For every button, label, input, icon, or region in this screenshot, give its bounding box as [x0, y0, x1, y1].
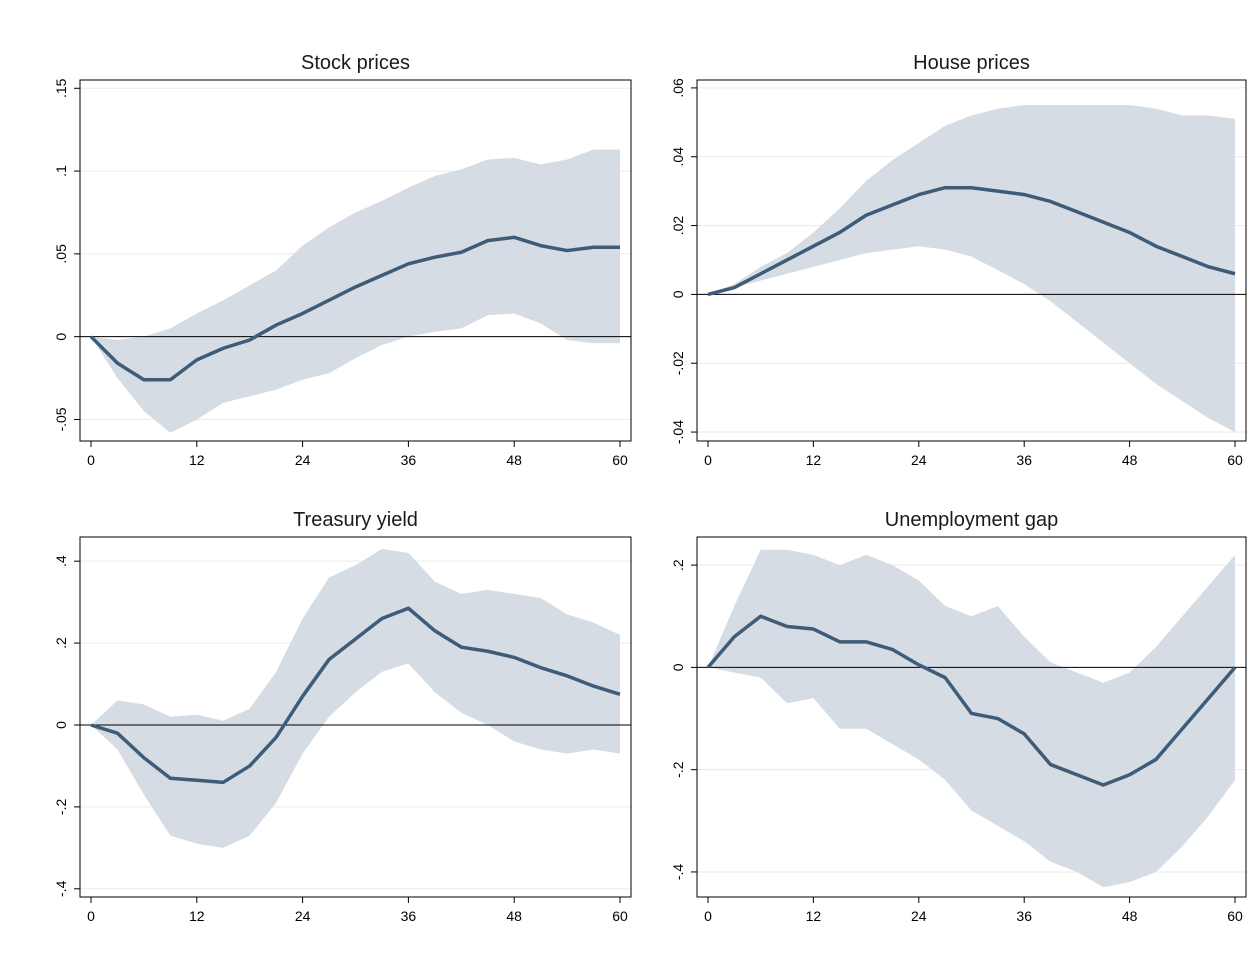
y-tick-label: -.4	[53, 880, 69, 897]
response-line	[90, 606, 621, 785]
x-tick-label: 0	[87, 452, 95, 468]
response-line	[707, 185, 1236, 297]
plot-frame	[696, 79, 1247, 442]
plot-frame	[79, 536, 632, 898]
x-tick-label: 12	[189, 452, 205, 468]
plot-frame	[696, 536, 1247, 898]
x-tick-label: 48	[506, 452, 522, 468]
x-tick-label: 60	[1227, 452, 1243, 468]
x-tick-label: 36	[401, 908, 417, 924]
y-tick-label: .15	[53, 78, 69, 98]
x-tick-label: 60	[612, 908, 628, 924]
y-tick-label: .06	[670, 78, 686, 98]
x-tick-label: 48	[1122, 908, 1138, 924]
response-line	[89, 235, 620, 382]
x-tick-label: 36	[401, 452, 417, 468]
x-tick-label: 36	[1016, 452, 1032, 468]
y-tick-label: 0	[670, 663, 686, 671]
y-tick-label: -.4	[670, 864, 686, 881]
y-tick-label: .05	[53, 244, 69, 264]
x-tick-label: 12	[806, 908, 822, 924]
x-tick-label: 12	[806, 452, 822, 468]
y-tick-label: -.2	[670, 761, 686, 778]
y-tick-label: .04	[670, 147, 686, 167]
x-tick-label: 60	[1227, 908, 1243, 924]
x-tick-label: 48	[506, 908, 522, 924]
y-tick-label: .4	[53, 555, 69, 567]
y-tick-label: -.05	[53, 407, 69, 431]
y-tick-label: .2	[670, 559, 686, 571]
confidence-band	[91, 149, 620, 433]
chart-title: House prices	[913, 52, 1030, 74]
y-tick-label: 0	[53, 721, 69, 729]
x-tick-label: 0	[87, 908, 95, 924]
x-tick-label: 0	[704, 908, 712, 924]
y-tick-label: -.04	[670, 420, 686, 444]
chart-title: Stock prices	[301, 52, 410, 74]
y-tick-label: -.02	[670, 351, 686, 375]
y-tick-label: 0	[53, 333, 69, 341]
x-tick-label: 60	[612, 452, 628, 468]
y-tick-label: .02	[670, 216, 686, 236]
x-tick-label: 12	[189, 908, 205, 924]
confidence-band	[707, 549, 1236, 888]
y-tick-label: .2	[53, 637, 69, 649]
y-tick-label: -.2	[53, 799, 69, 816]
response-line	[706, 614, 1237, 787]
confidence-band	[91, 548, 620, 848]
x-tick-label: 24	[295, 452, 311, 468]
x-tick-label: 36	[1016, 908, 1032, 924]
plot-frame	[79, 79, 632, 442]
confidence-band	[707, 105, 1236, 433]
y-tick-label: .1	[53, 165, 69, 177]
chart-title: Treasury yield	[293, 509, 418, 531]
x-tick-label: 24	[295, 908, 311, 924]
x-tick-label: 48	[1122, 452, 1138, 468]
x-tick-label: 24	[911, 908, 927, 924]
x-tick-label: 24	[911, 452, 927, 468]
chart-title: Unemployment gap	[885, 509, 1058, 531]
x-tick-label: 0	[704, 452, 712, 468]
y-tick-label: 0	[670, 290, 686, 298]
